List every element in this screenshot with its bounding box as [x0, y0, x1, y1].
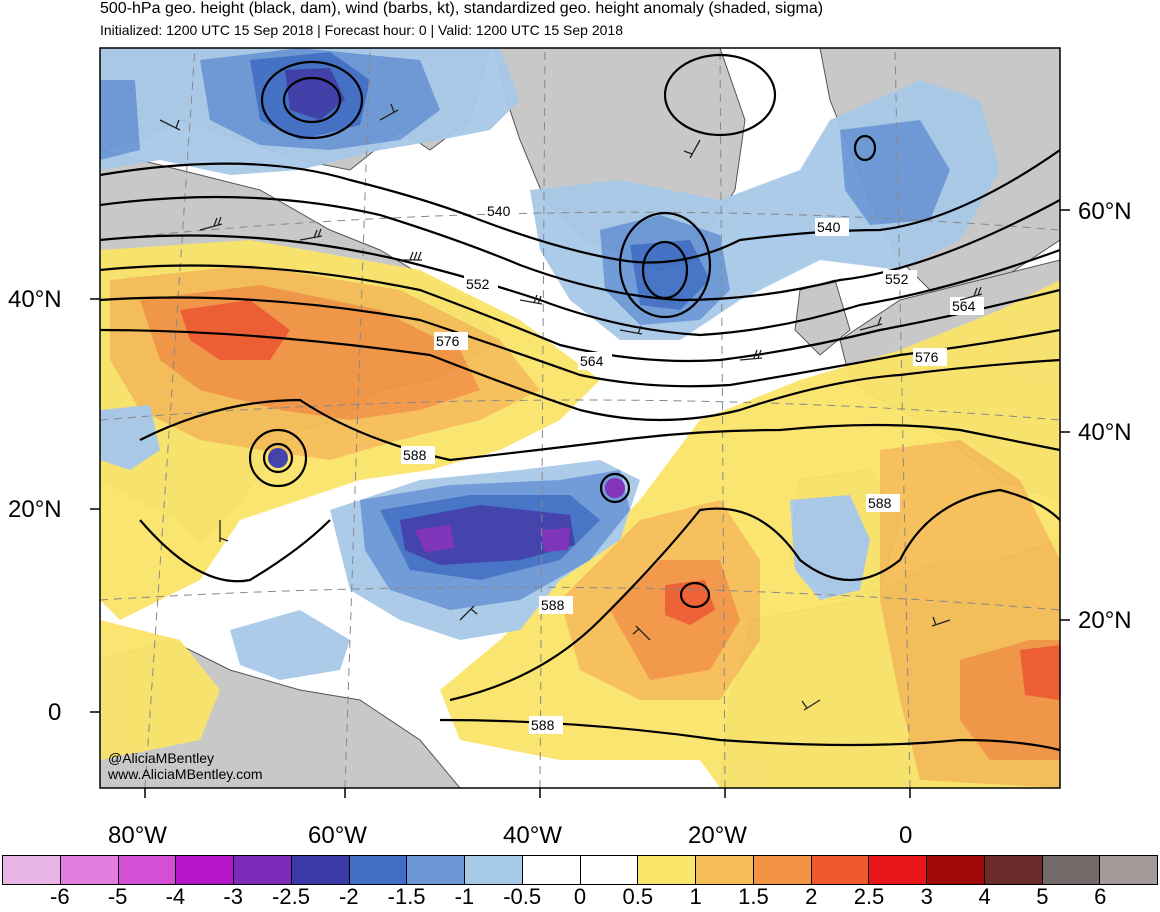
color-bar-label: 0.5 [622, 884, 654, 909]
contour-label: 540 [817, 219, 841, 235]
color-bar-label: 0 [573, 884, 587, 909]
map-subtitle: Initialized: 1200 UTC 15 Sep 2018 | Fore… [100, 22, 623, 38]
color-bar-swatch [927, 856, 985, 884]
contour-label: 564 [952, 298, 976, 314]
credit-website: www.AliciaMBentley.com [108, 766, 263, 782]
color-bar-label: -3 [223, 884, 243, 909]
lon-label: 60°W [308, 822, 367, 849]
credit-handle: @AliciaMBentley [108, 750, 215, 766]
contour-label: 564 [580, 353, 604, 369]
anomaly-neg1-scand [840, 120, 950, 225]
lon-label: 20°W [688, 822, 747, 849]
height-contours [100, 53, 1060, 752]
color-bar-label: 1.5 [738, 884, 769, 909]
tick-marks [90, 209, 1070, 798]
anomaly-2-na [180, 300, 290, 360]
lat-label-left: 40°N [8, 286, 62, 313]
color-bar-swatch [811, 856, 870, 884]
contour-label: 588 [531, 717, 555, 733]
color-bar-swatch [984, 856, 1043, 884]
contour-label: 552 [466, 276, 490, 292]
anomaly-neg-florida [100, 405, 160, 470]
color-bar-swatch [522, 856, 581, 884]
lat-label-left: 0 [48, 699, 62, 726]
color-bar-swatch [1100, 856, 1157, 884]
color-bar-label: 3 [920, 884, 933, 909]
lon-label: 0 [899, 822, 913, 849]
lon-label: 40°W [503, 822, 562, 849]
color-bar-label: -5 [107, 884, 128, 909]
contour-label: 588 [403, 447, 427, 463]
anomaly-hurricane [268, 448, 288, 468]
color-bar-swatch [638, 856, 696, 884]
color-bar-swatch [118, 856, 177, 884]
lat-label-right: 60°N [1078, 198, 1132, 225]
color-bar-swatch [580, 856, 639, 884]
anomaly-2-east [1020, 645, 1060, 700]
color-bar-label: -0.5 [503, 884, 542, 909]
anomaly-neg-caribbean [230, 610, 350, 680]
contour-label: 552 [885, 271, 909, 287]
color-bar-swatch [1042, 856, 1101, 884]
color-bar [2, 855, 1158, 885]
color-bar-label: 2.5 [853, 884, 885, 909]
anomaly-2-africa [665, 580, 715, 625]
color-bar-label: -4 [165, 884, 186, 909]
anomaly-neg-iberia [790, 495, 870, 600]
color-bar-label: -1.5 [387, 884, 426, 909]
color-bar-swatch [176, 856, 234, 884]
color-bar-swatch [60, 856, 119, 884]
color-bar-swatch [3, 856, 61, 884]
anomaly-hurricane-2 [605, 478, 625, 498]
anomaly-neg1-north-west [100, 80, 140, 160]
lon-label: 80°W [108, 822, 167, 849]
color-bar-label: 1 [689, 884, 702, 909]
contour-label: 540 [487, 203, 511, 219]
contour-label: 576 [915, 349, 939, 365]
color-bar-label: 4 [978, 884, 991, 909]
anomaly-neg2-atlantic [400, 505, 575, 565]
map-frame [99, 47, 1061, 789]
color-bar-swatch [753, 856, 812, 884]
color-bar-swatch [234, 856, 292, 884]
color-bar-label: 2 [805, 884, 818, 909]
color-bar-label: -2.5 [272, 884, 310, 909]
color-bar-label: 5 [1036, 884, 1049, 909]
lat-label-right: 20°N [1078, 607, 1132, 634]
color-bar-swatch [696, 856, 754, 884]
lat-label-left: 20°N [8, 496, 62, 523]
anomaly-positive-south [100, 620, 220, 760]
contour-label: 588 [541, 597, 565, 613]
contour-label: 588 [868, 495, 892, 511]
contour-label-group: 540 552 576 564 588 588 588 588 540 552 … [401, 202, 984, 734]
graticule [100, 48, 1060, 788]
color-bar-swatch [291, 856, 350, 884]
contour-label: 576 [436, 333, 460, 349]
color-bar-swatch [869, 856, 927, 884]
anomaly-neg25-atlantic [415, 525, 455, 552]
color-bar-label: 6 [1094, 884, 1107, 909]
color-bar-swatch [465, 856, 523, 884]
color-bar-swatch [349, 856, 408, 884]
lat-label-right: 40°N [1078, 419, 1132, 446]
color-bar-label: -1 [454, 884, 475, 909]
color-bar-swatch [407, 856, 465, 884]
color-bar-label: -6 [50, 884, 70, 909]
wind-barbs [159, 103, 983, 711]
color-bar-label: -2 [339, 884, 359, 909]
anomaly-neg25-atlantic-2 [540, 528, 570, 552]
map-title: 500-hPa geo. height (black, dam), wind (… [100, 0, 824, 17]
color-bar-labels: -6 -5 -4 -3 -2.5 -2 -1.5 -1 -0.5 0 0.5 1 1.5 2 2.5 3 4 5 6 [0, 884, 1160, 912]
